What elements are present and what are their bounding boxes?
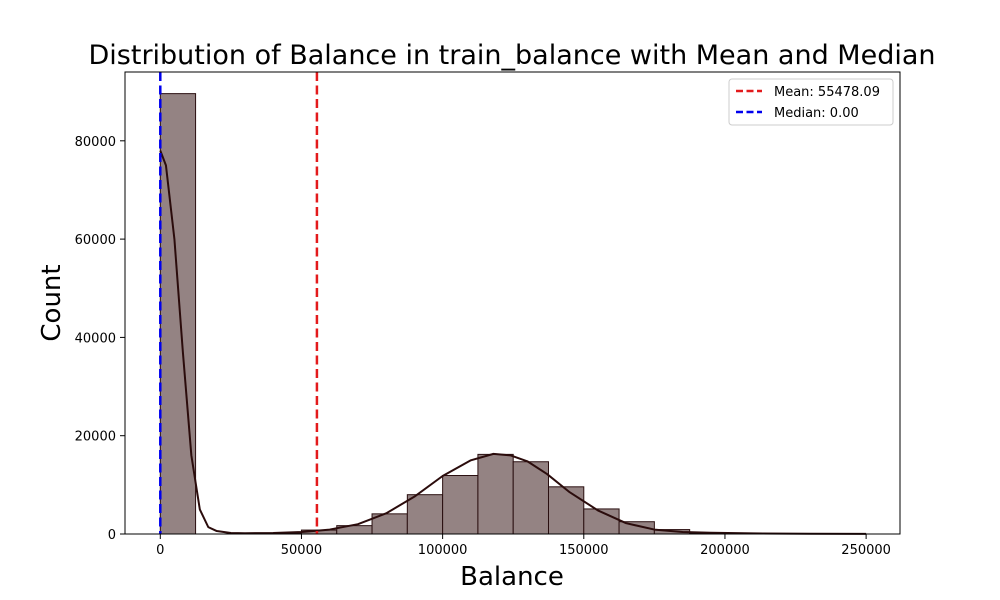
legend: Mean: 55478.09 Median: 0.00	[728, 78, 894, 126]
y-tick-label: 60000	[75, 233, 116, 248]
x-tick-label: 0	[156, 543, 164, 558]
x-tick-label: 150000	[559, 543, 609, 558]
x-axis-label: Balance	[460, 562, 564, 592]
x-tick-label: 250000	[841, 543, 891, 558]
y-axis-label: Count	[37, 264, 67, 341]
legend-median-label: Median: 0.00	[774, 106, 859, 121]
bars-layer	[159, 93, 761, 535]
y-axis-ticks: 0 20000 40000 60000 80000	[75, 135, 125, 543]
y-tick-label: 40000	[75, 331, 116, 346]
x-tick-label: 50000	[281, 543, 322, 558]
y-tick-label: 0	[108, 528, 116, 543]
legend-box	[728, 78, 894, 126]
reference-lines-layer	[159, 72, 319, 534]
x-tick-label: 200000	[700, 543, 750, 558]
histogram-bar-9	[477, 453, 514, 535]
kde-layer	[159, 150, 867, 535]
histogram-bar-7	[406, 494, 444, 535]
y-tick-label: 20000	[75, 430, 116, 445]
histogram-bar-11	[547, 486, 585, 535]
histogram-bar-8	[442, 475, 479, 535]
histogram-bar-0	[159, 93, 197, 535]
x-tick-label: 100000	[418, 543, 468, 558]
x-axis-ticks: 0 50000 100000 150000 200000 250000	[156, 534, 891, 558]
legend-mean-label: Mean: 55478.09	[774, 85, 880, 100]
kde-curve	[159, 150, 867, 535]
chart-title: Distribution of Balance in train_balance…	[89, 40, 936, 71]
y-tick-label: 80000	[75, 135, 116, 150]
histogram-bar-10	[512, 461, 549, 535]
plot-frame	[124, 71, 901, 535]
